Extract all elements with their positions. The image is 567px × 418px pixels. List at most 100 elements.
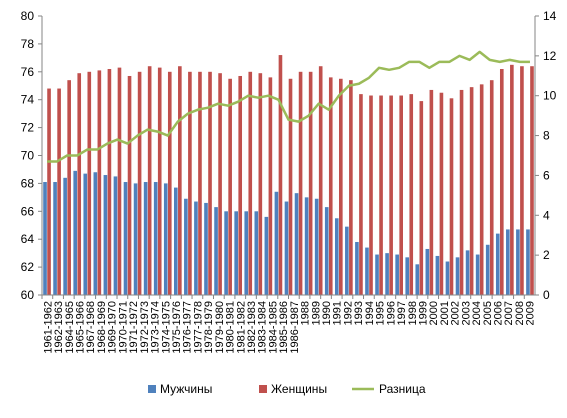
bar-men [314,198,319,295]
x-tick-label: 1978-1979 [203,301,215,354]
bar-women [278,55,283,296]
x-tick-label: 1968-1969 [96,301,108,354]
bar-women [439,92,444,295]
bar-men [465,250,470,295]
bar-men [254,211,259,295]
bar-women [318,66,323,295]
legend-label: Мужчины [160,382,212,396]
x-tick-label: 1970-1971 [117,301,129,354]
bar-women [479,84,484,295]
bar-women [57,88,61,295]
bar-men [264,216,269,295]
bar-men [103,175,108,295]
bar-women [47,88,51,295]
bar-men [143,182,148,295]
x-tick-label: 1975-1976 [171,301,183,354]
x-tick-label: 1980-1981 [225,301,237,354]
bar-men [455,257,460,295]
bar-men [324,207,329,295]
legend-swatch [148,385,156,393]
bar-men [304,197,309,295]
bar-men [184,198,188,295]
bar-women [449,98,454,296]
bar-women [419,101,424,295]
bar-men [174,187,178,295]
y-left-tick-label: 64 [21,232,35,246]
y-left-tick-label: 70 [21,149,35,163]
y-left-tick-label: 68 [21,176,35,190]
y-left-tick-label: 80 [21,9,35,23]
x-tick-label: 2002 [450,301,462,325]
bar-men [334,218,339,295]
bar-women [238,75,243,295]
bar-men [43,182,47,295]
x-tick-label: 1979-1980 [214,301,226,354]
x-tick-label: 1969-1970 [107,301,119,354]
bar-men [133,183,138,295]
bar-women [67,80,71,295]
y-left-tick-label: 60 [21,288,35,302]
bar-men [385,253,389,295]
bar-women [389,95,393,295]
bar-men [53,182,57,295]
y-right-tick-label: 8 [543,129,550,143]
y-right-tick-label: 12 [543,49,557,63]
x-tick-label: 1982-1983 [246,301,258,354]
y-left-tick-label: 72 [21,121,35,135]
y-right-tick-label: 6 [543,168,550,182]
bar-men [234,211,238,295]
bar-women [399,95,403,295]
y-left-tick-label: 76 [21,65,35,79]
bar-men [435,255,440,295]
y-axis-right: 0 2 4 6 8 10 12 14 [535,9,557,302]
bar-men [425,248,430,295]
y-right-tick-label: 14 [543,9,557,23]
bar-men [294,193,299,295]
x-tick-label: 1981-1982 [235,301,247,354]
x-tick-label: 1992 [342,301,354,325]
x-tick-label: 1986-1987 [289,301,301,354]
bar-men [415,264,420,295]
bar-women [107,69,112,295]
y-right-tick-label: 0 [543,288,550,302]
bar-women [308,71,313,295]
bar-men [516,229,520,295]
bar-women [167,71,172,295]
x-tick-label: 1985-1986 [278,301,290,354]
x-tick-label: 1994 [364,301,376,325]
x-tick-label: 1991 [332,301,344,325]
bar-women [127,75,132,295]
x-tick-label: 1996 [385,301,397,325]
bar-men [274,191,279,295]
bar-women [369,95,373,295]
bar-men [204,202,208,295]
y-left-tick-label: 78 [21,37,35,51]
x-tick-label: 2007 [503,301,515,325]
bar-men [365,247,369,295]
x-tick-label: 2003 [460,301,472,325]
bar-men [153,182,158,295]
x-axis: 1961-19621962-19631964-19651965-19661967… [41,295,537,354]
x-tick-label: 2005 [482,301,494,325]
x-tick-label: 2008 [514,301,526,325]
bars-group [43,55,534,296]
legend-item-difference: Разница [352,382,426,396]
bar-women [147,66,152,295]
bar-women [137,71,142,295]
legend-label: Женщины [271,382,327,396]
x-tick-label: 1993 [353,301,365,325]
x-tick-label: 2001 [439,301,451,325]
bar-women [178,66,182,295]
bar-men [495,233,500,295]
bar-men [355,241,359,295]
x-tick-label: 1999 [417,301,429,325]
legend-swatch [259,385,267,393]
bar-men [73,170,78,295]
bar-women [258,73,263,295]
line-difference [47,50,530,163]
bar-women [218,73,222,295]
x-tick-label: 1961-1962 [42,301,54,354]
bar-women [117,67,122,296]
y-right-tick-label: 10 [543,89,557,103]
